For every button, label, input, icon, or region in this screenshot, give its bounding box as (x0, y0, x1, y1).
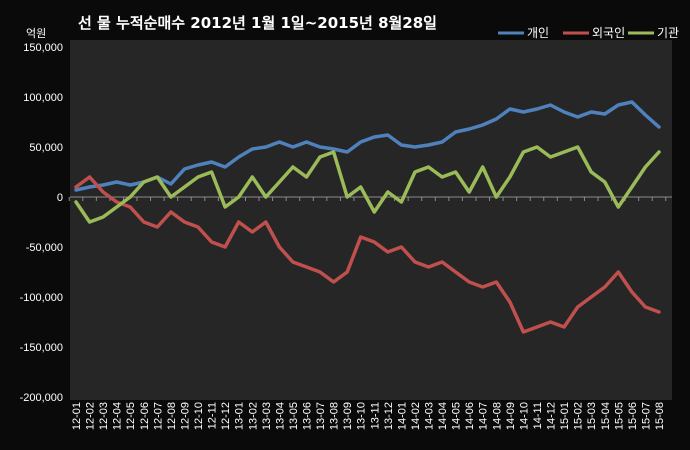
x-tick-label: 14-11 (532, 402, 544, 429)
x-tick-label: 12-07 (152, 402, 164, 430)
x-tick-label: 13-05 (288, 402, 300, 430)
x-tick-label: 15-04 (600, 402, 612, 430)
x-tick-label: 13-09 (342, 402, 354, 430)
plot-area (70, 40, 672, 400)
x-tick-label: 13-04 (274, 402, 286, 430)
x-tick-label: 14-02 (410, 402, 422, 430)
chart-title: 선 물 누적순매수 2012년 1월 1일~2015년 8월28일 (78, 14, 437, 32)
y-tick-label: 0 (57, 192, 63, 204)
x-tick-label: 14-12 (546, 402, 558, 430)
x-tick-label: 12-06 (139, 402, 151, 430)
x-tick-label: 12-10 (193, 402, 205, 430)
x-tick-label: 12-04 (112, 402, 124, 430)
legend-label: 개인 (527, 26, 549, 40)
y-tick-label: -100,000 (20, 292, 63, 304)
y-tick-label: -150,000 (20, 342, 63, 354)
x-tick-label: 12-03 (98, 402, 110, 430)
x-tick-label: 15-08 (654, 402, 666, 430)
x-tick-label: 13-07 (315, 402, 327, 430)
x-tick-label: 15-02 (573, 402, 585, 430)
x-tick-label: 15-03 (586, 402, 598, 430)
x-tick-label: 13-08 (329, 402, 341, 430)
series-line-외국인 (74, 175, 661, 334)
x-tick-label: 13-02 (247, 402, 259, 430)
x-tick-label: 13-01 (234, 402, 246, 430)
x-tick-label: 12-02 (85, 402, 97, 430)
x-tick-label: 13-11 (369, 402, 381, 429)
x-tick-label: 14-03 (424, 402, 436, 430)
x-tick-label: 15-01 (559, 402, 571, 430)
series-line-개인 (74, 100, 661, 192)
y-tick-label: -200,000 (20, 392, 63, 404)
x-tick-label: 13-10 (356, 402, 368, 430)
y-tick-label: 150,000 (23, 42, 63, 54)
y-tick-label: 50,000 (29, 142, 63, 154)
x-tick-label: 14-09 (505, 402, 517, 430)
x-tick-label: 12-05 (125, 402, 137, 430)
legend-label: 기관 (657, 26, 679, 40)
x-tick-label: 13-03 (261, 402, 273, 430)
x-tick-label: 12-12 (220, 402, 232, 430)
y-axis-tick-labels: 150,000 100,000 50,000 0 -50,000 -100,000 -150… (20, 42, 63, 404)
x-tick-label: 14-10 (518, 402, 530, 430)
x-tick-label: 12-09 (179, 402, 191, 430)
x-tick-label: 15-05 (613, 402, 625, 430)
x-tick-label: 14-05 (451, 402, 463, 430)
x-tick-label: 12-01 (71, 402, 83, 430)
x-tick-label: 14-01 (396, 402, 408, 430)
x-tick-label: 12-11 (207, 402, 219, 429)
x-tick-label: 15-06 (627, 402, 639, 430)
legend: 개인 외국인 기관 (498, 26, 679, 40)
x-tick-label: 15-07 (640, 402, 652, 430)
y-tick-label: -50,000 (26, 242, 63, 254)
x-tick-label: 13-12 (383, 402, 395, 430)
legend-label: 외국인 (592, 26, 625, 40)
x-axis-tick-labels: 12-01 12-02 12-03 12-04 12-05 12-06 12-07 12-08… (71, 402, 666, 430)
series-line-기관 (74, 145, 661, 224)
x-tick-label: 12-08 (166, 402, 178, 430)
x-tick-label: 14-06 (464, 402, 476, 430)
x-tick-label: 14-04 (437, 402, 449, 430)
y-tick-label: 100,000 (23, 92, 63, 104)
series-lines (74, 100, 661, 334)
x-tick-label: 14-08 (491, 402, 503, 430)
x-tick-label: 13-06 (301, 402, 313, 430)
x-tick-label: 14-07 (478, 402, 490, 430)
y-axis-unit-label: 억원 (26, 27, 46, 40)
